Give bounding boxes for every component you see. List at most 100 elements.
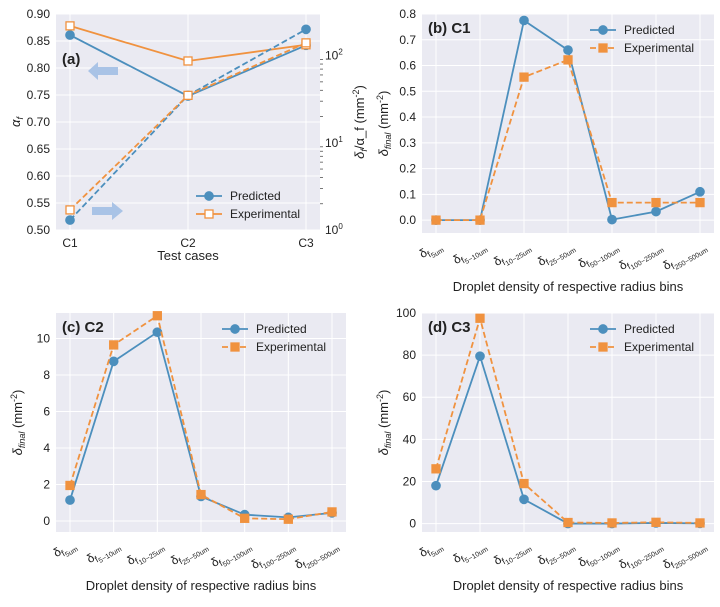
legend: Predicted Experimental (590, 23, 694, 55)
y-tick-label: 0.90 (27, 7, 51, 21)
panel-b: 0.0 0.1 0.2 0.3 0.4 0.5 0.6 0.7 0.8 δf5um δf5−10um… (375, 7, 714, 294)
data-point (563, 517, 573, 528)
data-point (301, 24, 311, 35)
data-point (283, 514, 293, 524)
legend-marker (204, 191, 214, 201)
x-axis-label: Test cases (157, 248, 219, 263)
data-point (65, 480, 75, 491)
y-tick-label: 0.75 (27, 88, 51, 102)
y-axis-label: δfinal (mm-2) (375, 390, 393, 456)
data-point (519, 478, 529, 489)
data-point (651, 206, 661, 217)
legend: Predicted Experimental (196, 189, 300, 221)
x-tick-label: δf50−100um (576, 536, 622, 573)
y-tick-label: 6 (43, 405, 50, 419)
data-point (196, 489, 206, 500)
y-tick-label: 80 (403, 348, 417, 362)
data-point (431, 464, 441, 474)
panel-label: (d) C3 (428, 319, 471, 336)
data-point (431, 480, 441, 491)
panel-d: 0 20 40 60 80 100 δf5um δf5−10um δf10−25um δf25−5… (375, 306, 714, 593)
data-point (65, 205, 75, 215)
x-tick-label: δf100−250um (616, 237, 665, 276)
x-tick-label: δf5um (417, 237, 446, 264)
y-tick-label: 0.8 (399, 7, 416, 21)
data-point (183, 90, 193, 101)
data-point (65, 30, 75, 40)
x-tick-label: δf10−25um (491, 237, 534, 272)
data-point (475, 215, 485, 225)
data-point (65, 21, 75, 31)
data-point (607, 214, 617, 225)
legend-label: Predicted (624, 322, 675, 336)
y-axis-label: δfinal (mm-2) (375, 91, 393, 157)
legend-label: Predicted (624, 23, 675, 37)
x-tick-label: δf250−500um (292, 536, 341, 575)
data-point (607, 518, 617, 528)
data-point (695, 518, 705, 528)
legend: Predicted Experimental (590, 322, 694, 354)
y-tick-label: 0 (409, 517, 416, 531)
legend-label: Experimental (624, 340, 694, 354)
y-tick-label: 4 (43, 441, 50, 455)
x-tick-label: δf25−50um (535, 237, 578, 272)
data-point (519, 494, 529, 505)
y2-tick-label: 100 (325, 222, 343, 237)
data-point (65, 215, 75, 225)
data-point (519, 72, 529, 82)
x-tick-label: δf5um (51, 536, 80, 563)
y-tick-label: 0.50 (27, 223, 51, 237)
y-tick-label: 0.3 (399, 136, 416, 150)
legend-marker (230, 324, 240, 334)
data-point (695, 186, 705, 197)
y-tick-label: 0.65 (27, 142, 51, 156)
y2-axis-label: δf/α_f (mm-2) (351, 85, 369, 159)
y-tick-label: 0 (43, 514, 50, 528)
x-tick-label: δf50−100um (576, 237, 622, 274)
panel-label: (a) (62, 51, 80, 68)
arrow-left-icon (88, 62, 118, 80)
data-point (651, 517, 661, 527)
data-point (109, 340, 119, 350)
x-tick-label: δf5−10um (450, 536, 489, 569)
x-tick-label: δf50−100um (208, 536, 254, 573)
y-tick-label: 0.1 (399, 187, 416, 201)
x-tick-label: δf250−500um (660, 237, 709, 276)
x-tick-label: C1 (62, 236, 78, 250)
y-tick-label: 0.4 (399, 110, 416, 124)
data-point (475, 351, 485, 362)
legend-marker (230, 342, 240, 352)
y-tick-label: 0.7 (399, 33, 416, 47)
y-tick-label: 60 (403, 390, 417, 404)
y2-tick-label: 102 (325, 48, 343, 63)
arrow-right-shape (92, 202, 123, 220)
y-tick-label: 20 (403, 474, 417, 488)
x-tick-label: δf100−250um (616, 536, 665, 575)
data-point (651, 197, 661, 208)
y-tick-label: 10 (37, 332, 51, 346)
y-tick-label: 0.6 (399, 59, 416, 73)
data-point (475, 313, 485, 323)
legend-marker (598, 25, 608, 35)
data-point (301, 38, 311, 48)
data-point (563, 45, 573, 55)
x-axis-label: Droplet density of respective radius bin… (453, 578, 684, 593)
x-tick-label: δf5−10um (84, 536, 123, 569)
y-tick-label: 0.0 (399, 213, 416, 227)
y-tick-label: 40 (403, 432, 417, 446)
y-tick-label: 0.70 (27, 115, 51, 129)
y-axis-label: αf (8, 116, 25, 127)
y-tick-label: 0.55 (27, 196, 51, 210)
legend-label: Predicted (256, 322, 307, 336)
x-tick-label: δf25−50um (168, 536, 211, 571)
data-point (431, 215, 441, 225)
arrow-left-shape (88, 62, 118, 80)
data-point (152, 327, 163, 338)
x-axis-label: Droplet density of respective radius bin… (86, 578, 317, 593)
x-tick-label: C3 (298, 236, 314, 250)
data-point (695, 197, 705, 208)
panel-a: 0.50 0.55 0.60 0.65 0.70 0.75 0.80 0.85 0.90 C1 C2… (8, 7, 369, 263)
x-tick-label: δf250−500um (660, 536, 709, 575)
